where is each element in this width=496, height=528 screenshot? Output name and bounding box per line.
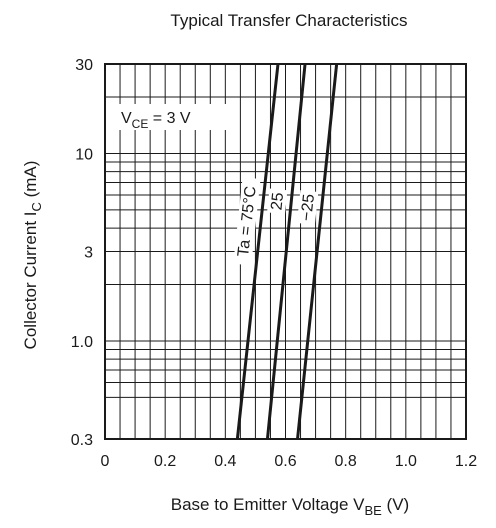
condition-rest: = 3 V [148, 110, 191, 127]
x-tick-label: 0 [101, 453, 110, 470]
chart-title: Typical Transfer Characteristics [170, 11, 407, 30]
x-axis-label-sub: BE [364, 503, 382, 518]
x-tick-label: 1.2 [455, 453, 477, 470]
series-label-background [267, 188, 288, 215]
condition-label-background [117, 104, 227, 130]
y-axis-label: Collector Current IC (mA) [21, 161, 44, 350]
y-axis-label-sub: C [29, 202, 44, 211]
y-tick-label: 0.3 [71, 432, 93, 449]
x-axis-label: Base to Emitter Voltage VBE (V) [171, 495, 409, 518]
series-label-group: −25 [296, 190, 319, 225]
series-curves [235, 63, 339, 440]
x-tick-label: 0.8 [335, 453, 357, 470]
plot-frame [104, 63, 467, 440]
tick-labels: 0 0.2 0.4 0.6 0.8 1.0 1.2 0.3 1.0 3 10 30 [71, 57, 477, 470]
condition-sub: CE [132, 117, 149, 131]
x-axis-label-main: Base to Emitter Voltage V [171, 495, 365, 514]
y-tick-label: 3 [84, 245, 93, 262]
condition-text: VCE = 3 V [121, 110, 191, 131]
condition-label: VCE = 3 V [117, 104, 227, 131]
y-tick-label: 10 [75, 146, 93, 163]
x-tick-label: 0.2 [154, 453, 176, 470]
x-tick-label: 0.6 [274, 453, 296, 470]
x-axis-label-unit: (V) [382, 495, 409, 514]
series-line [296, 63, 339, 440]
series-label-group: 25 [267, 188, 288, 215]
series-labels: Ta = 75°C 25 −25 [233, 177, 319, 266]
series-label: −25 [298, 193, 318, 222]
x-tick-label: 1.0 [395, 453, 417, 470]
series-label: 25 [268, 192, 287, 212]
series-label-background [233, 177, 261, 266]
series-line [235, 63, 280, 440]
y-tick-label: 1.0 [71, 334, 93, 351]
y-tick-label: 30 [75, 57, 93, 74]
condition-v: V [121, 110, 132, 127]
series-label: Ta = 75°C [235, 185, 260, 257]
series-line [265, 63, 307, 440]
y-axis-label-unit: (mA) [21, 161, 40, 203]
y-axis-label-main: Collector Current I [21, 212, 40, 350]
x-tick-label: 0.4 [214, 453, 236, 470]
series-label-background [296, 190, 319, 225]
